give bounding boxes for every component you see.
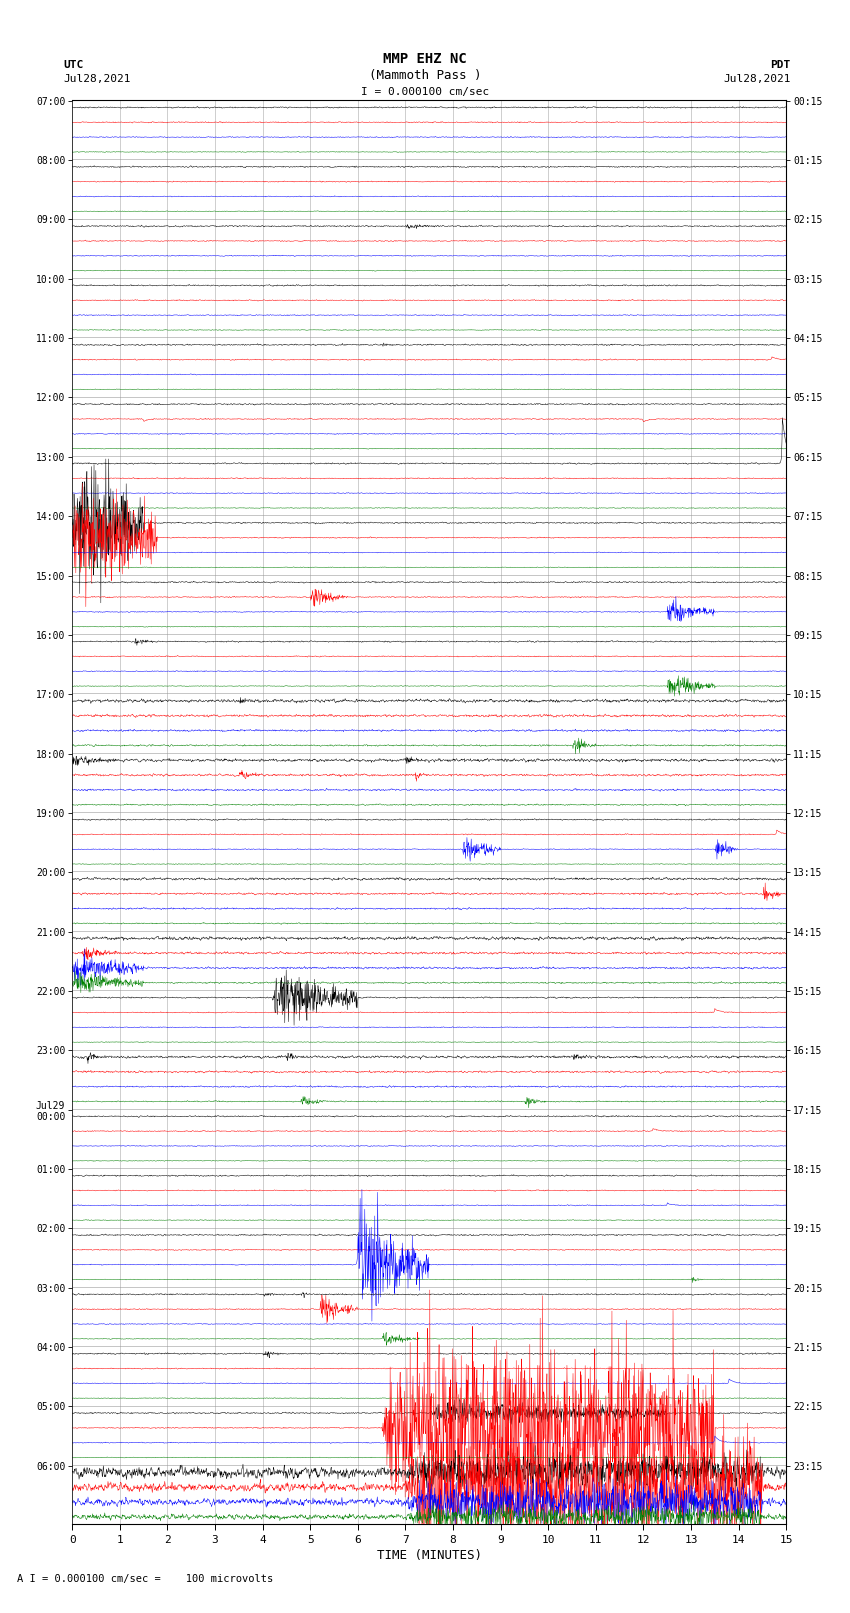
Text: Jul28,2021: Jul28,2021 xyxy=(64,74,131,84)
Text: UTC: UTC xyxy=(64,60,84,69)
Text: Jul28,2021: Jul28,2021 xyxy=(723,74,791,84)
Text: (Mammoth Pass ): (Mammoth Pass ) xyxy=(369,69,481,82)
X-axis label: TIME (MINUTES): TIME (MINUTES) xyxy=(377,1548,482,1561)
Text: PDT: PDT xyxy=(770,60,790,69)
Text: MMP EHZ NC: MMP EHZ NC xyxy=(383,52,467,66)
Text: A I = 0.000100 cm/sec =    100 microvolts: A I = 0.000100 cm/sec = 100 microvolts xyxy=(17,1574,273,1584)
Text: I = 0.000100 cm/sec: I = 0.000100 cm/sec xyxy=(361,87,489,97)
